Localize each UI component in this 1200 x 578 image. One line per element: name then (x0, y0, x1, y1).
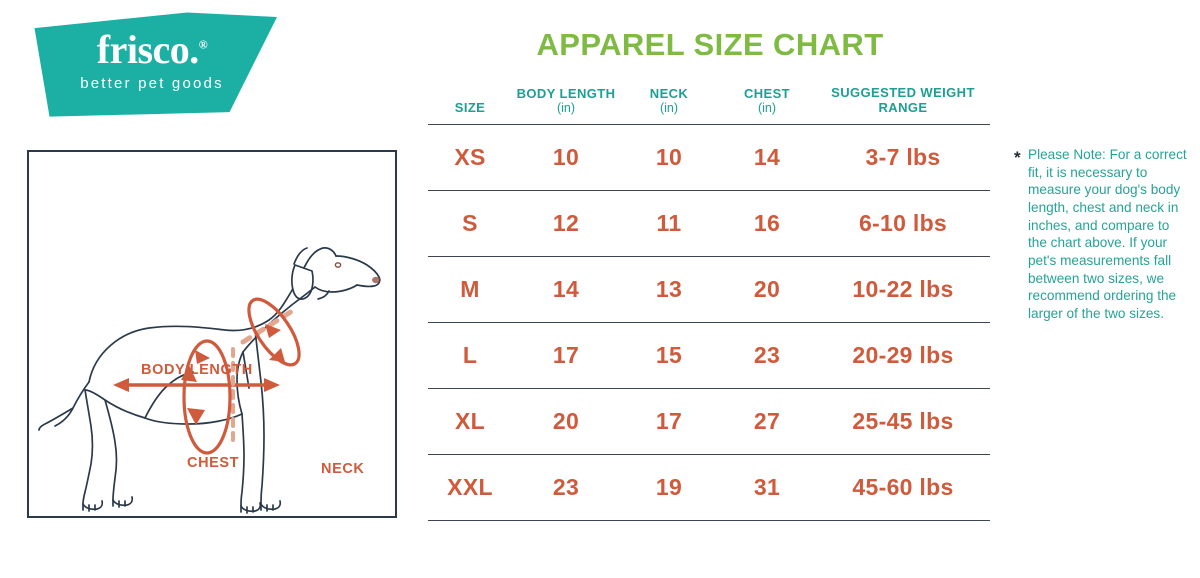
asterisk-icon: * (1014, 148, 1021, 167)
table-row: M 14 13 20 10-22 lbs (428, 256, 990, 324)
table-row: XL 20 17 27 25-45 lbs (428, 388, 990, 456)
chest-label: CHEST (187, 455, 240, 471)
table-row: XXL 23 19 31 45-60 lbs (428, 454, 990, 522)
cell-chest: 23 (718, 322, 816, 390)
page-title: APPAREL SIZE CHART (536, 27, 884, 62)
cell-body-length: 12 (512, 190, 620, 258)
apparel-size-table: SIZE BODY LENGTH (in) NECK (in) CHEST (i… (428, 85, 990, 522)
cell-body-length: 23 (512, 454, 620, 522)
column-header-weight-range-label: SUGGESTED WEIGHT RANGE (831, 85, 975, 115)
dog-eye-icon (334, 262, 342, 268)
body-length-arrow-icon (113, 378, 280, 392)
neck-label: NECK (321, 461, 365, 477)
table-header: SIZE BODY LENGTH (in) NECK (in) CHEST (i… (428, 85, 990, 126)
table-row: XS 10 10 14 3-7 lbs (428, 124, 990, 192)
column-header-neck: NECK (in) (620, 85, 718, 126)
cell-size: XXL (428, 454, 512, 522)
column-header-size-label: SIZE (454, 99, 486, 115)
table-body: XS 10 10 14 3-7 lbs S 12 11 16 6-10 lbs … (428, 124, 990, 522)
cell-body-length: 17 (512, 322, 620, 390)
column-header-size: SIZE (428, 86, 512, 126)
please-note-block: * Please Note: For a correct fit, it is … (1014, 146, 1190, 323)
cell-body-length: 20 (512, 388, 620, 456)
cell-chest: 20 (718, 256, 816, 324)
chest-measure-ellipse-icon (181, 339, 232, 455)
column-header-chest-label: CHEST (743, 85, 791, 101)
body-length-label: BODY LENGTH (141, 362, 253, 378)
logo-brand-name: frisco.® (27, 30, 277, 70)
table-header-row: SIZE BODY LENGTH (in) NECK (in) CHEST (i… (428, 85, 990, 126)
cell-weight: 45-60 lbs (816, 454, 990, 522)
column-header-chest: CHEST (in) (718, 85, 816, 126)
cell-neck: 15 (620, 322, 718, 390)
cell-weight: 10-22 lbs (816, 256, 990, 324)
cell-neck: 11 (620, 190, 718, 258)
cell-weight: 25-45 lbs (816, 388, 990, 456)
column-header-chest-unit: (in) (757, 101, 777, 116)
table-row: L 17 15 23 20-29 lbs (428, 322, 990, 390)
please-note-text: Please Note: For a correct fit, it is ne… (1028, 147, 1187, 322)
column-header-body-length-unit: (in) (556, 101, 576, 116)
cell-neck: 10 (620, 124, 718, 192)
column-header-body-length-label: BODY LENGTH (516, 85, 616, 101)
cell-weight: 3-7 lbs (816, 124, 990, 192)
cell-size: L (428, 322, 512, 390)
cell-chest: 31 (718, 454, 816, 522)
cell-neck: 17 (620, 388, 718, 456)
logo-period: . (189, 27, 199, 72)
cell-size: XS (428, 124, 512, 192)
cell-body-length: 14 (512, 256, 620, 324)
dog-nose-icon (372, 276, 380, 284)
frisco-logo: frisco.® better pet goods (27, 8, 277, 120)
neck-measure-ellipse-icon (247, 297, 301, 367)
table-row: S 12 11 16 6-10 lbs (428, 190, 990, 258)
cell-size: S (428, 190, 512, 258)
dog-measurement-diagram: BODY LENGTH CHEST NECK (27, 150, 397, 518)
registered-mark-icon: ® (198, 37, 208, 52)
cell-size: XL (428, 388, 512, 456)
logo-tagline: better pet goods (80, 75, 224, 92)
dog-illustration-svg (38, 247, 381, 514)
logo-brand-word: frisco (96, 27, 190, 72)
cell-weight: 20-29 lbs (816, 322, 990, 390)
cell-neck: 13 (620, 256, 718, 324)
cell-chest: 27 (718, 388, 816, 456)
column-header-neck-unit: (in) (659, 101, 679, 116)
column-header-weight-range: SUGGESTED WEIGHT RANGE (816, 85, 990, 126)
cell-neck: 19 (620, 454, 718, 522)
cell-body-length: 10 (512, 124, 620, 192)
cell-size: M (428, 256, 512, 324)
column-header-body-length: BODY LENGTH (in) (512, 85, 620, 126)
cell-chest: 16 (718, 190, 816, 258)
cell-chest: 14 (718, 124, 816, 192)
cell-weight: 6-10 lbs (816, 190, 990, 258)
column-header-neck-label: NECK (649, 85, 689, 101)
neck-guide-dashed-line-icon (240, 305, 300, 345)
